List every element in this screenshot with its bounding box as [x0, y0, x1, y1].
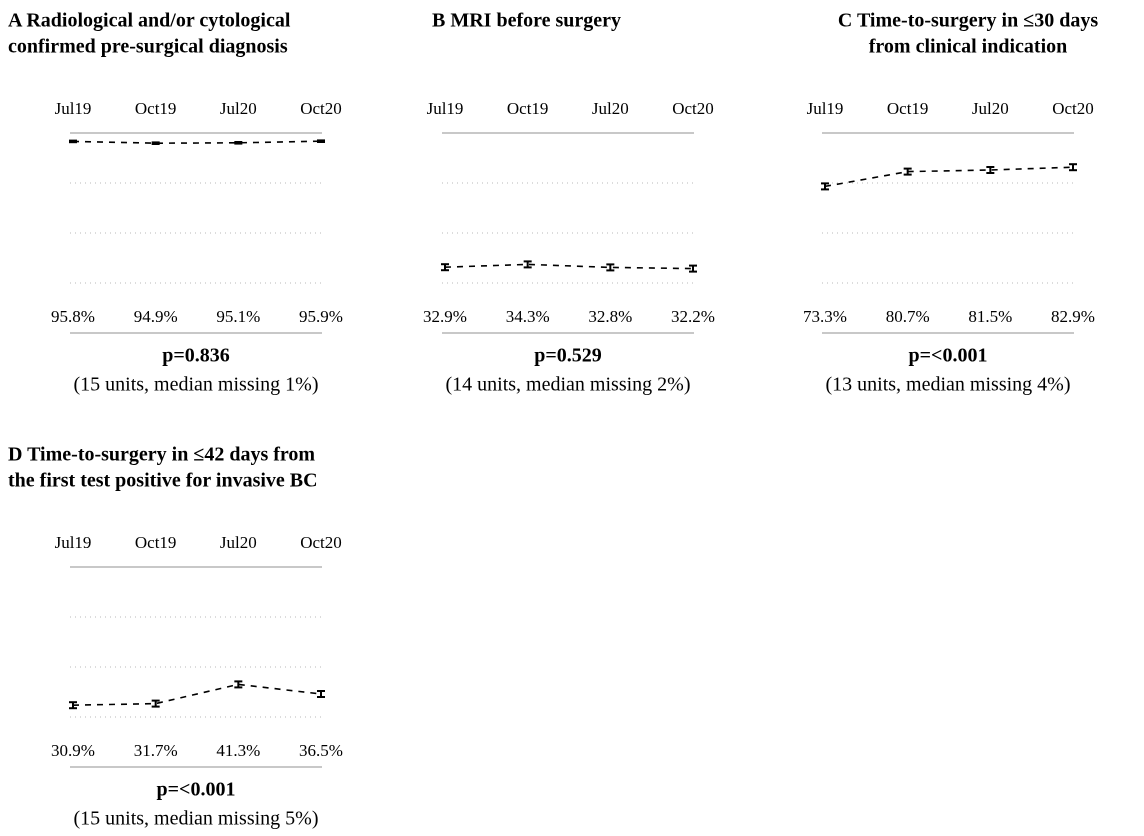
x-tick-label: Jul20 — [220, 533, 257, 552]
error-bar — [441, 263, 449, 272]
error-bar — [151, 699, 160, 708]
value-label: 32.9% — [423, 307, 467, 326]
value-label: 32.2% — [671, 307, 715, 326]
error-bar — [317, 690, 325, 698]
value-label: 36.5% — [299, 741, 343, 760]
x-tick-label: Oct20 — [300, 533, 342, 552]
p-value: p=0.836 — [162, 345, 230, 367]
value-label: 34.3% — [506, 307, 550, 326]
line — [72, 683, 322, 706]
panel-title: the first test positive for invasive BC — [8, 470, 318, 492]
value-label: 30.9% — [51, 741, 95, 760]
p-value: p=<0.001 — [909, 345, 988, 367]
panel-title: D Time-to-surgery in ≤42 days from — [8, 444, 315, 466]
x-tick-label: Oct19 — [887, 99, 929, 118]
value-label: 95.9% — [299, 307, 343, 326]
value-label: 41.3% — [216, 741, 260, 760]
x-tick-label: Jul19 — [427, 99, 464, 118]
line — [444, 263, 694, 270]
panel-title: C Time-to-surgery in ≤30 days — [838, 10, 1098, 32]
error-bar — [1069, 163, 1077, 172]
x-tick-label: Oct19 — [135, 533, 177, 552]
error-bar — [606, 263, 615, 272]
error-bar — [69, 139, 77, 144]
x-tick-label: Jul20 — [972, 99, 1009, 118]
error-bar — [151, 141, 160, 145]
x-tick-label: Jul20 — [220, 99, 257, 118]
panel-title: confirmed pre-surgical diagnosis — [8, 36, 288, 58]
error-bar — [234, 680, 243, 689]
error-bar — [317, 139, 325, 143]
x-tick-label: Jul19 — [55, 533, 92, 552]
p-value: p=0.529 — [534, 345, 602, 367]
error-bar — [903, 167, 912, 176]
error-bar — [689, 264, 697, 273]
error-bar — [69, 701, 77, 710]
value-label: 81.5% — [968, 307, 1012, 326]
value-label: 95.8% — [51, 307, 95, 326]
x-tick-label: Jul20 — [592, 99, 629, 118]
x-tick-label: Oct19 — [135, 99, 177, 118]
value-label: 80.7% — [886, 307, 930, 326]
line — [72, 140, 322, 145]
p-value: p=<0.001 — [157, 779, 236, 801]
x-tick-label: Oct20 — [1052, 99, 1094, 118]
note: (15 units, median missing 1%) — [74, 374, 319, 396]
x-tick-label: Jul19 — [55, 99, 92, 118]
note: (13 units, median missing 4%) — [826, 374, 1071, 396]
error-bar — [986, 166, 995, 174]
value-label: 95.1% — [216, 307, 260, 326]
panel-title: from clinical indication — [869, 36, 1068, 58]
note: (14 units, median missing 2%) — [446, 374, 691, 396]
value-label: 31.7% — [134, 741, 178, 760]
value-label: 94.9% — [134, 307, 178, 326]
line — [824, 166, 1074, 188]
value-label: 32.8% — [588, 307, 632, 326]
x-tick-label: Oct19 — [507, 99, 549, 118]
value-label: 82.9% — [1051, 307, 1095, 326]
note: (15 units, median missing 5%) — [74, 808, 319, 830]
x-tick-label: Jul19 — [807, 99, 844, 118]
x-tick-label: Oct20 — [300, 99, 342, 118]
error-bar — [234, 141, 243, 145]
error-bar — [821, 182, 829, 191]
value-label: 73.3% — [803, 307, 847, 326]
panel-title: B MRI before surgery — [432, 10, 621, 32]
error-bar — [523, 260, 532, 269]
x-tick-label: Oct20 — [672, 99, 714, 118]
panel-title: A Radiological and/or cytological — [8, 10, 291, 32]
